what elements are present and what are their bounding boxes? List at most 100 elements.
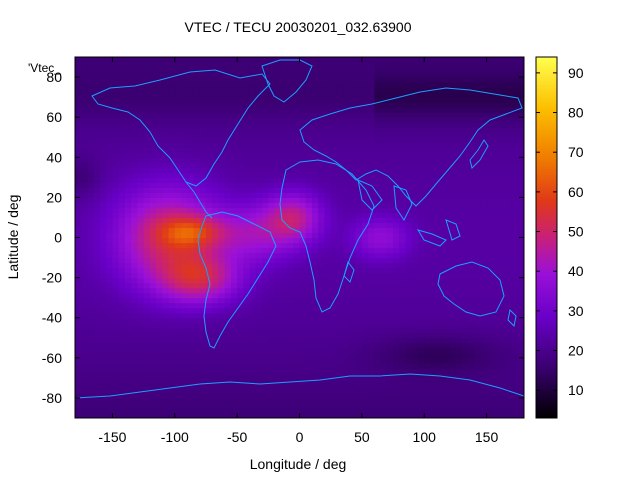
heat-cell [187, 192, 195, 198]
heat-cell [405, 397, 413, 404]
heat-cell [162, 92, 170, 98]
heat-cell [243, 187, 251, 193]
heat-cell [430, 357, 438, 364]
heat-cell [106, 77, 114, 83]
heat-cell [311, 202, 319, 209]
heat-cell [293, 142, 301, 148]
heat-cell [486, 412, 494, 418]
heat-cell [255, 337, 263, 344]
heat-cell [149, 362, 157, 369]
heat-cell [355, 302, 363, 309]
heat-cell [280, 407, 288, 414]
heat-cell [467, 357, 475, 364]
heat-cell [293, 382, 301, 389]
heat-cell [424, 342, 432, 349]
heat-cell [274, 302, 282, 309]
heat-cell [486, 72, 494, 78]
heat-cell [505, 117, 513, 123]
heat-cell [499, 327, 506, 334]
heat-cell [287, 267, 294, 274]
heat-cell [237, 287, 244, 294]
heat-cell [268, 242, 276, 249]
heat-cell [343, 337, 350, 344]
heat-cell [199, 352, 207, 359]
heat-cell [262, 112, 269, 118]
heat-cell [174, 232, 182, 239]
heat-cell [461, 187, 469, 193]
heat-cell [287, 157, 294, 163]
heat-cell [187, 322, 195, 329]
heat-cell [474, 282, 481, 289]
heat-cell [131, 137, 138, 143]
heat-cell [137, 267, 145, 274]
heat-cell [505, 77, 513, 83]
heat-cell [262, 162, 269, 168]
heat-cell [243, 192, 251, 198]
heat-cell [361, 282, 369, 289]
heat-cell [193, 67, 201, 73]
heat-cell [193, 317, 201, 324]
heat-cell [511, 212, 519, 219]
heat-cell [517, 242, 524, 249]
heat-cell [156, 412, 163, 418]
heat-cell [87, 337, 95, 344]
heat-cell [187, 242, 195, 249]
heat-cell [81, 217, 89, 224]
heat-cell [336, 172, 344, 178]
heat-cell [230, 297, 238, 304]
heat-cell [280, 222, 288, 229]
heat-cell [218, 237, 226, 244]
heat-cell [343, 257, 350, 264]
heat-cell [212, 127, 220, 133]
heat-cell [330, 92, 338, 98]
heat-cell [287, 142, 294, 148]
heat-cell [355, 102, 363, 108]
heat-cell [205, 122, 213, 128]
heat-cell [405, 152, 413, 158]
heat-cell [299, 147, 307, 153]
heat-cell [517, 382, 524, 389]
heat-cell [349, 192, 357, 198]
heat-cell [474, 332, 481, 339]
heat-cell [480, 177, 488, 183]
heat-cell [156, 217, 163, 224]
heat-cell [405, 232, 413, 239]
heat-cell [374, 177, 382, 183]
heat-cell [156, 242, 163, 249]
heat-cell [330, 342, 338, 349]
heat-cell [393, 87, 400, 93]
heat-cell [156, 87, 163, 93]
heat-cell [99, 347, 107, 354]
heat-cell [237, 257, 244, 264]
heat-cell [480, 152, 488, 158]
heat-cell [81, 117, 89, 123]
heat-cell [112, 347, 120, 354]
heat-cell [480, 392, 488, 399]
heat-cell [492, 382, 500, 389]
heat-cell [343, 352, 350, 359]
heat-cell [174, 187, 182, 193]
heat-cell [492, 362, 500, 369]
heat-cell [230, 152, 238, 158]
heat-cell [262, 367, 269, 374]
heat-cell [461, 277, 469, 284]
heat-cell [318, 402, 326, 409]
heat-cell [311, 227, 319, 234]
heat-cell [156, 357, 163, 364]
heat-cell [405, 287, 413, 294]
heat-cell [274, 132, 282, 138]
heat-cell [124, 412, 132, 418]
heat-cell [442, 257, 450, 264]
heat-cell [137, 72, 145, 78]
heat-cell [255, 192, 263, 198]
heat-cell [99, 352, 107, 359]
heat-cell [124, 102, 132, 108]
heat-cell [380, 182, 388, 188]
heat-cell [486, 257, 494, 264]
heat-cell [511, 292, 519, 299]
heat-cell [467, 247, 475, 254]
heat-cell [174, 267, 182, 274]
heat-cell [205, 107, 213, 113]
heat-cell [230, 282, 238, 289]
heat-cell [274, 227, 282, 234]
